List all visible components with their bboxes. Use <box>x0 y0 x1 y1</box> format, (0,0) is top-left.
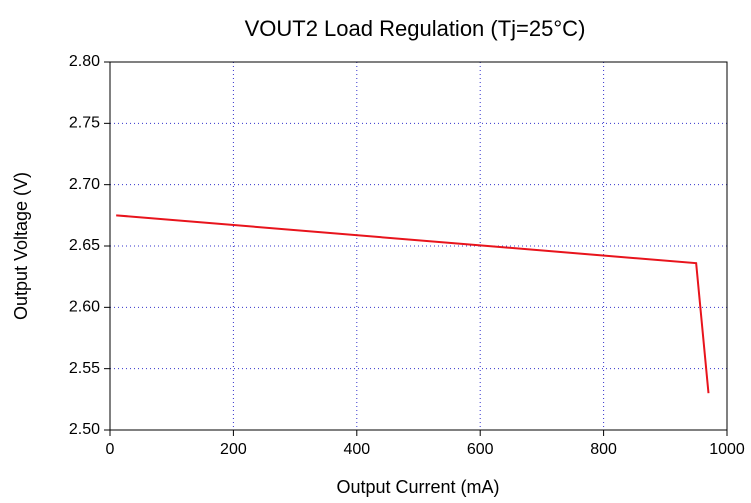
x-tick-label: 1000 <box>709 441 745 458</box>
data-line <box>116 214 710 394</box>
y-tick-label: 2.50 <box>69 421 100 438</box>
x-tick-label: 600 <box>467 441 494 458</box>
y-tick-label: 2.60 <box>69 299 100 316</box>
y-tick-label: 2.80 <box>69 53 100 70</box>
y-tick-label: 2.65 <box>69 237 100 254</box>
y-axis-label: Output Voltage (V) <box>11 172 31 320</box>
y-tick-label: 2.75 <box>69 115 100 132</box>
x-tick-label: 200 <box>220 441 247 458</box>
x-tick-label: 400 <box>343 441 370 458</box>
x-tick-label: 0 <box>106 441 115 458</box>
y-tick-label: 2.55 <box>69 360 100 377</box>
chart-title: VOUT2 Load Regulation (Tj=25°C) <box>245 16 586 41</box>
y-tick-label: 2.70 <box>69 176 100 193</box>
plot-frame <box>109 61 728 431</box>
x-tick-label: 800 <box>590 441 617 458</box>
x-axis-label: Output Current (mA) <box>336 477 499 497</box>
